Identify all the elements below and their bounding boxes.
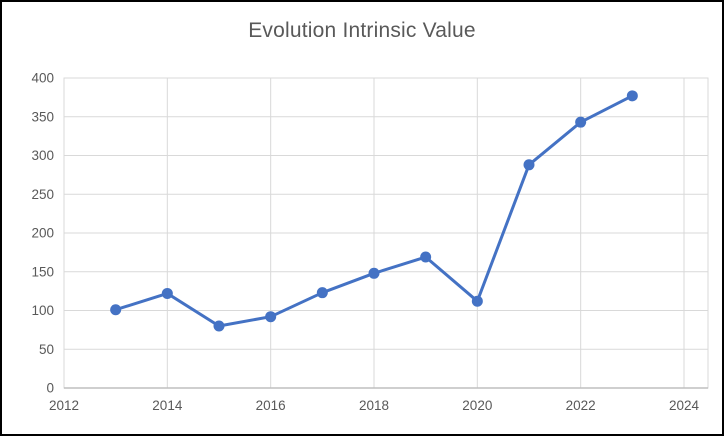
y-tick-label: 350 (31, 109, 54, 124)
data-point-marker (471, 295, 483, 307)
y-tick-label: 200 (31, 226, 54, 241)
y-tick-label: 50 (39, 342, 54, 357)
x-tick-label: 2014 (152, 398, 183, 413)
data-point-marker (161, 287, 173, 299)
x-tick-label: 2020 (462, 398, 492, 413)
x-tick-label: 2012 (49, 398, 79, 413)
y-tick-label: 400 (31, 71, 54, 86)
data-point-marker (265, 311, 277, 323)
y-tick-label: 150 (31, 264, 54, 279)
data-point-marker (575, 116, 587, 128)
data-point-marker (420, 251, 432, 263)
y-tick-label: 300 (31, 148, 54, 163)
data-point-marker (316, 287, 328, 299)
data-point-marker (626, 90, 638, 102)
data-point-marker (523, 159, 535, 171)
data-point-marker (213, 320, 225, 332)
y-tick-label: 100 (31, 303, 54, 318)
x-tick-label: 2022 (566, 398, 596, 413)
y-tick-label: 250 (31, 187, 54, 202)
x-tick-label: 2018 (359, 398, 389, 413)
data-point-marker (368, 267, 380, 279)
chart-title: Evolution Intrinsic Value (248, 19, 476, 42)
y-tick-label: 0 (46, 381, 54, 396)
x-tick-label: 2024 (669, 398, 700, 413)
data-point-marker (110, 304, 122, 316)
x-tick-label: 2016 (256, 398, 286, 413)
